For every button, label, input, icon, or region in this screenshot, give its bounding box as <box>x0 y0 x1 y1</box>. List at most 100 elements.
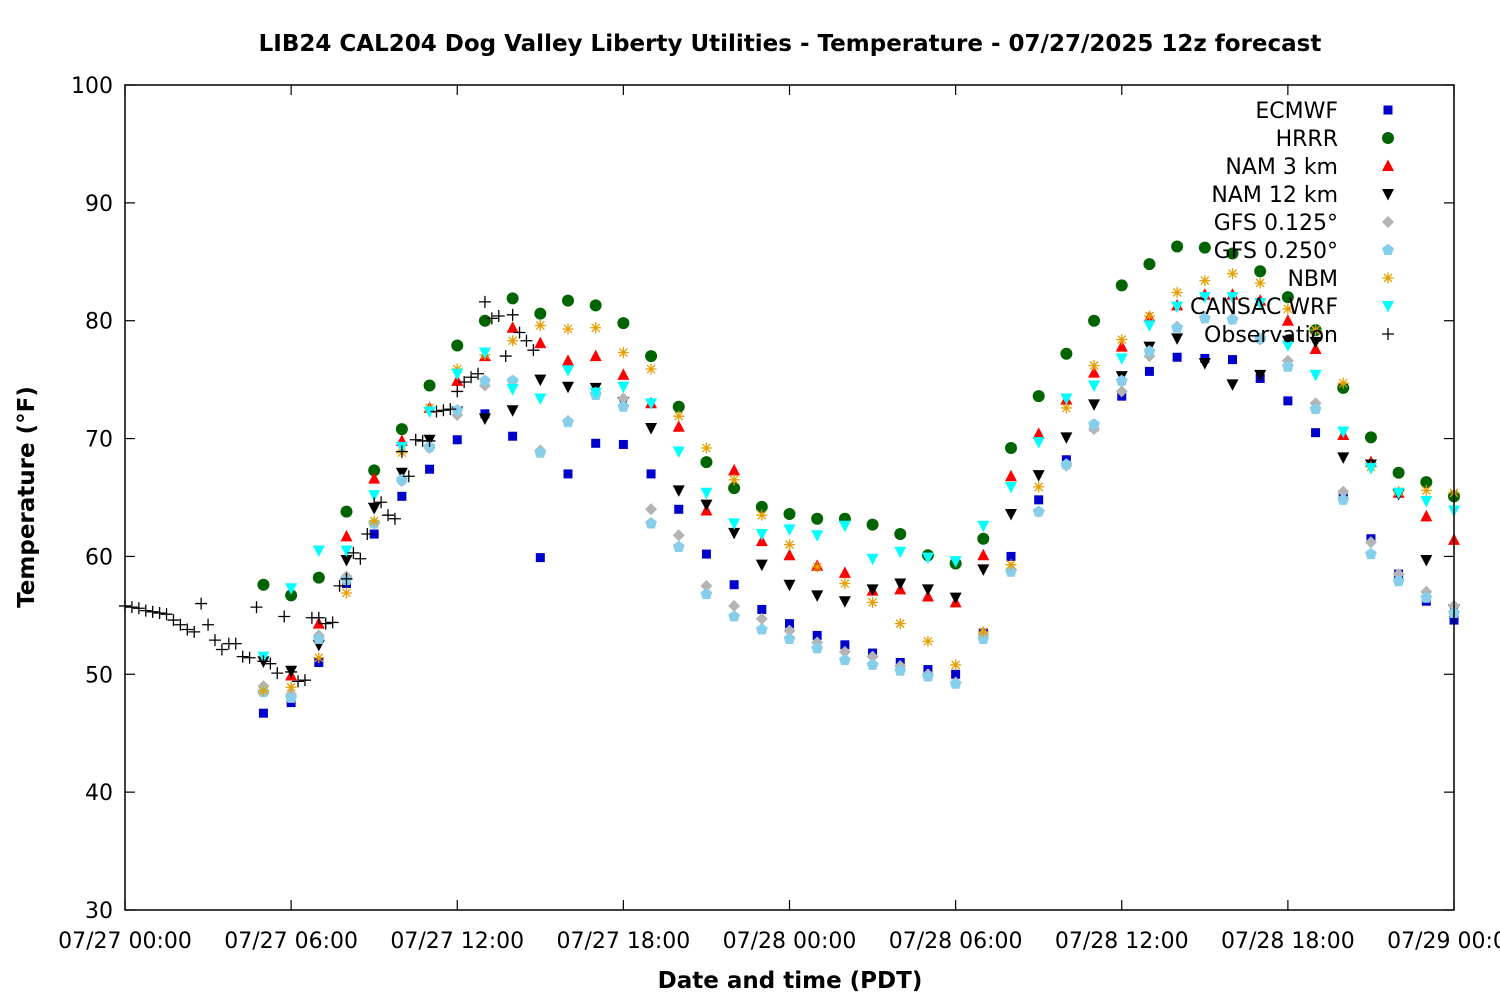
data-point <box>397 491 407 501</box>
data-point <box>402 470 415 483</box>
data-point <box>591 438 601 448</box>
data-point <box>783 579 796 592</box>
legend-label: ECMWF <box>1255 99 1338 124</box>
legend: ECMWF HRRR NAM 3 km NAM 12 km GFS 0.125° GFS … <box>1190 99 1394 348</box>
data-point <box>894 664 907 676</box>
data-point <box>285 681 297 693</box>
data-point <box>1143 258 1156 271</box>
data-point <box>894 546 907 559</box>
data-point <box>1171 301 1184 314</box>
legend-marker <box>1382 216 1394 228</box>
data-point <box>369 529 379 539</box>
data-point <box>430 405 443 418</box>
x-tick-label: 07/27 00:00 <box>58 929 192 954</box>
data-point <box>562 354 574 366</box>
data-point <box>257 685 269 697</box>
data-point <box>1309 402 1322 415</box>
legend-label: GFS 0.250° <box>1214 239 1338 264</box>
data-point <box>208 634 221 647</box>
data-point <box>1060 393 1073 405</box>
data-point <box>257 655 270 668</box>
data-point <box>866 553 879 566</box>
data-point <box>1337 452 1350 464</box>
data-point <box>1420 476 1433 489</box>
data-point <box>1115 340 1128 352</box>
data-point <box>1171 240 1184 253</box>
data-point <box>375 496 388 509</box>
data-point <box>1254 265 1267 278</box>
data-point <box>811 642 824 654</box>
data-point <box>181 623 194 636</box>
data-point <box>1226 247 1239 260</box>
data-point <box>1311 428 1321 438</box>
data-point <box>1060 347 1073 360</box>
data-point <box>1032 437 1045 449</box>
data-point <box>508 431 518 441</box>
data-point <box>507 335 519 347</box>
data-point <box>1227 268 1238 280</box>
data-point <box>492 310 505 322</box>
data-point <box>1115 374 1128 386</box>
data-point <box>1171 333 1184 345</box>
legend-marker <box>1382 328 1394 340</box>
x-tick-label: 07/28 18:00 <box>1221 929 1355 954</box>
data-point <box>949 556 962 568</box>
data-point <box>368 472 381 484</box>
data-point <box>838 645 851 658</box>
data-point <box>866 650 879 663</box>
data-point <box>340 529 353 542</box>
data-point <box>783 624 796 637</box>
legend-marker <box>1382 272 1394 284</box>
data-point <box>1199 275 1211 287</box>
data-point <box>922 635 934 647</box>
data-point <box>395 473 408 485</box>
data-point <box>1088 418 1100 430</box>
data-point <box>1171 286 1183 298</box>
data-point <box>506 405 519 417</box>
data-point <box>1282 303 1294 315</box>
data-point <box>298 674 311 687</box>
data-point <box>783 524 796 536</box>
data-point <box>645 350 658 363</box>
data-point <box>1364 463 1377 475</box>
x-tick-label: 07/27 18:00 <box>556 929 690 954</box>
data-point <box>811 590 824 602</box>
data-point <box>1005 469 1017 482</box>
data-point <box>728 482 741 495</box>
data-point <box>451 404 464 416</box>
data-point <box>700 487 713 500</box>
data-point <box>728 463 741 476</box>
data-point <box>167 614 180 627</box>
data-point <box>672 400 685 413</box>
data-point <box>1032 505 1045 517</box>
data-point <box>451 339 464 352</box>
data-point <box>1283 396 1293 406</box>
data-point <box>319 617 332 630</box>
data-point <box>1281 360 1294 372</box>
legend-label: NBM <box>1287 267 1338 292</box>
y-tick-label: 80 <box>85 310 113 335</box>
data-point <box>313 652 325 664</box>
data-point <box>409 433 422 446</box>
data-point <box>672 420 685 432</box>
data-point <box>236 650 249 663</box>
data-point <box>1088 360 1100 371</box>
data-point <box>340 572 353 585</box>
data-point <box>264 657 277 670</box>
data-point <box>783 508 796 520</box>
data-point <box>437 404 450 417</box>
x-tick-label: 07/29 00:00 <box>1387 929 1500 954</box>
y-tick-label: 60 <box>85 545 113 570</box>
data-point <box>535 553 545 563</box>
data-point <box>452 435 462 445</box>
data-point <box>977 548 990 561</box>
legend-label: GFS 0.125° <box>1214 211 1338 236</box>
data-point <box>1365 547 1377 560</box>
data-point <box>423 379 436 392</box>
data-point <box>700 442 712 454</box>
series-nam-12-km <box>257 333 1460 678</box>
data-point <box>617 392 630 405</box>
data-point <box>202 618 215 631</box>
data-point <box>479 374 491 386</box>
data-point <box>160 608 173 621</box>
